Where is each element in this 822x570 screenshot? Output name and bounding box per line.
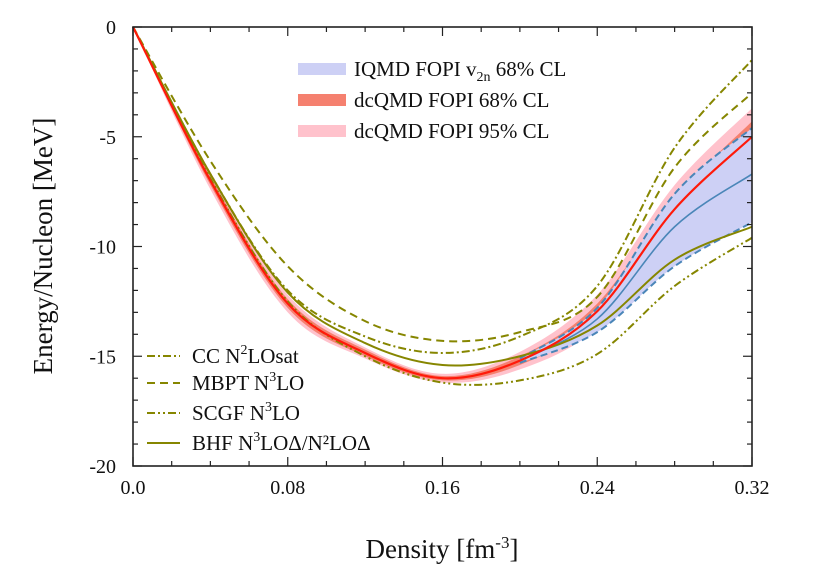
- legend-bands: IQMD FOPI v2n 68% CL dcQMD FOPI 68% CL dcQ…: [298, 57, 566, 143]
- legend-swatch: [298, 125, 346, 137]
- y-tick-label: -5: [99, 127, 116, 149]
- legend-label: IQMD FOPI v2n 68% CL: [354, 57, 566, 85]
- y-tick-label: -20: [89, 456, 116, 478]
- legend-label: CC N2LOsat: [192, 343, 299, 368]
- y-tick-label: -10: [89, 237, 116, 259]
- ticks: 0.0 0.08 0.16 0.24 0.32 0 -5 -10 -15 -20: [89, 17, 769, 499]
- legend-label: dcQMD FOPI 95% CL: [354, 119, 549, 143]
- lines: [132, 26, 753, 386]
- x-tick-label: 0.32: [735, 477, 770, 499]
- legend-swatch: [298, 94, 346, 106]
- x-tick-label: 0.0: [121, 477, 146, 499]
- iqmd-lower-line: [519, 221, 753, 364]
- y-tick-label: -15: [89, 346, 116, 368]
- legend-label: BHF N3LOΔ/N²LOΔ: [192, 430, 371, 455]
- y-tick-label: 0: [106, 17, 116, 39]
- x-tick-label: 0.08: [270, 477, 305, 499]
- x-axis-label: Density [fm-3]: [366, 533, 519, 564]
- legend-label: MBPT N3LO: [192, 370, 304, 395]
- iqmd-upper-line: [519, 127, 753, 360]
- x-tick-label: 0.16: [425, 477, 460, 499]
- x-tick-label: 0.24: [580, 477, 615, 499]
- legend-label: dcQMD FOPI 68% CL: [354, 88, 549, 112]
- band-0: [519, 127, 752, 363]
- bands: [133, 27, 752, 383]
- legend-label: SCGF N3LO: [192, 400, 300, 425]
- legend-swatch: [298, 63, 346, 75]
- series-line-3: [132, 26, 753, 367]
- dcqmd-center-line: [132, 26, 753, 380]
- series-line-1: [132, 26, 753, 343]
- y-axis-label: Energy/Nucleon [MeV]: [28, 118, 58, 375]
